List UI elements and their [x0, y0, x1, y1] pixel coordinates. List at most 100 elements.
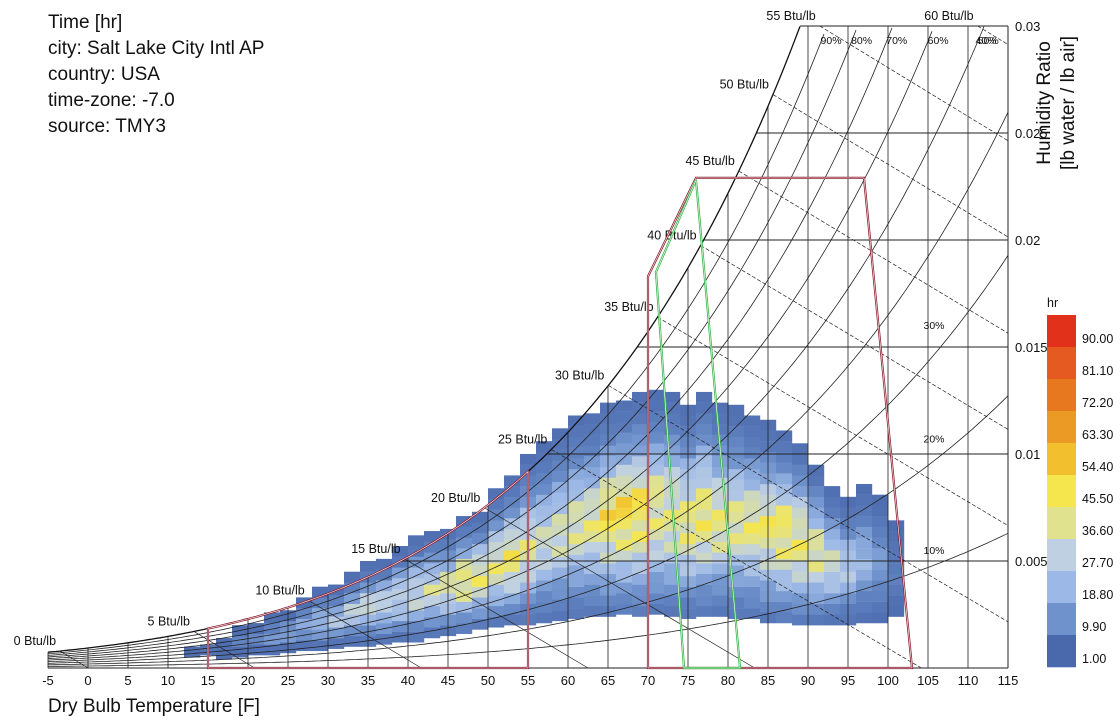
- heatmap-cell: [504, 486, 521, 497]
- heatmap-cell: [824, 550, 841, 562]
- heatmap-cell: [504, 593, 521, 604]
- heatmap-cell: [792, 593, 809, 604]
- heatmap-cell: [856, 537, 873, 549]
- heatmap-cell: [616, 432, 633, 444]
- heatmap-cell: [568, 586, 585, 598]
- heatmap-cell: [776, 494, 793, 506]
- heatmap-cell: [824, 518, 841, 530]
- info-line-1: Time [hr]: [48, 12, 123, 33]
- rh-label: 60%: [928, 35, 949, 47]
- heatmap-cell: [376, 569, 393, 581]
- heatmap-cell: [360, 561, 377, 572]
- heatmap-cell: [872, 526, 889, 538]
- heatmap-cell: [568, 415, 585, 427]
- rh-curve: [47, 27, 893, 658]
- x-tick-label: 115: [998, 673, 1019, 688]
- heatmap-cell: [712, 531, 729, 542]
- heatmap-cell: [328, 595, 345, 607]
- heatmap-cell: [456, 526, 473, 538]
- heatmap-cell: [648, 454, 665, 465]
- heatmap-cell: [536, 548, 553, 560]
- heatmap-cell: [808, 550, 825, 562]
- heatmap-cell: [488, 520, 505, 532]
- heatmap-cell: [584, 605, 601, 617]
- heatmap-cell: [824, 561, 841, 572]
- heatmap-cell: [728, 479, 745, 491]
- heatmap-cell: [744, 565, 761, 577]
- heatmap-cell: [376, 590, 393, 602]
- rh-label: 10%: [923, 545, 944, 557]
- heatmap-cell: [664, 531, 681, 542]
- x-tick-label: 80: [721, 673, 735, 688]
- heatmap-cell: [664, 413, 681, 425]
- heatmap-cell: [856, 548, 873, 560]
- heatmap-cell: [632, 466, 649, 478]
- heatmap-cell: [536, 558, 553, 570]
- legend-label: 72.20: [1082, 396, 1113, 410]
- heatmap-cell: [712, 413, 729, 425]
- heatmap-cell: [584, 573, 601, 585]
- x-tick-label: -5: [42, 673, 54, 688]
- heatmap-cell: [712, 498, 729, 510]
- x-tick-label: 10: [161, 673, 175, 688]
- heatmap-cell: [408, 588, 425, 600]
- heatmap-cell: [472, 586, 489, 598]
- heatmap-cell: [648, 528, 665, 540]
- heatmap-cell: [872, 612, 889, 624]
- heatmap-cell: [344, 593, 361, 604]
- x-tick-label: 65: [601, 673, 615, 688]
- heatmap-cell: [376, 633, 393, 645]
- heatmap-cell: [696, 498, 713, 510]
- heatmap-cell: [648, 421, 665, 433]
- heatmap-cell: [568, 426, 585, 438]
- heatmap-cell: [616, 528, 633, 540]
- info-line-2: city: Salt Lake City Intl AP: [48, 38, 265, 59]
- x-tick-label: 30: [321, 673, 335, 688]
- heatmap-cell: [456, 612, 473, 624]
- heatmap-cell: [744, 501, 761, 512]
- y-axis-label-line1: Humidity Ratio: [1034, 41, 1055, 165]
- heatmap-cell: [744, 426, 761, 438]
- heatmap-cell: [616, 507, 633, 519]
- heatmap-cell: [344, 571, 361, 583]
- heatmap-cell: [776, 526, 793, 538]
- heatmap-cell: [568, 597, 585, 609]
- heatmap-cell: [264, 623, 281, 634]
- rh-label: 90%: [821, 35, 842, 47]
- heatmap-cell: [312, 586, 329, 598]
- heatmap-cell: [888, 541, 905, 553]
- heatmap-cell: [488, 552, 505, 564]
- heatmap-cell: [712, 488, 729, 500]
- heatmap-cell: [504, 550, 521, 562]
- heatmap-cell: [536, 601, 553, 613]
- heatmap-cell: [744, 608, 761, 619]
- heatmap-cell: [632, 413, 649, 425]
- heatmap-cell: [552, 546, 569, 557]
- heatmap-cell: [552, 439, 569, 450]
- heatmap-cell: [568, 511, 585, 523]
- comfort-polygons: [206, 176, 914, 670]
- heatmap-cell: [472, 554, 489, 566]
- heatmap-cell: [792, 518, 809, 530]
- heatmap-cell: [296, 640, 313, 652]
- heatmap-cell: [824, 528, 841, 540]
- heatmap-cell: [776, 451, 793, 463]
- heatmap-cell: [584, 595, 601, 607]
- heatmap-cell: [728, 586, 745, 598]
- heatmap-cell: [568, 533, 585, 545]
- heatmap-cell: [408, 535, 425, 547]
- x-tick-label: 60: [561, 673, 575, 688]
- heatmap-cell: [536, 569, 553, 581]
- heatmap-cell: [648, 561, 665, 572]
- heatmap-cell: [632, 424, 649, 435]
- heatmap-cell: [824, 614, 841, 626]
- info-block: Time [hr] city: Salt Lake City Intl AP c…: [48, 10, 264, 140]
- heatmap-cell: [824, 486, 841, 497]
- heatmap-cell: [424, 616, 441, 628]
- heatmap-cell: [776, 537, 793, 549]
- heatmap-cell: [488, 563, 505, 575]
- heatmap-cell: [744, 554, 761, 566]
- heatmap-cell: [216, 648, 233, 660]
- heatmap-cell: [856, 505, 873, 517]
- heatmap-cell: [408, 610, 425, 622]
